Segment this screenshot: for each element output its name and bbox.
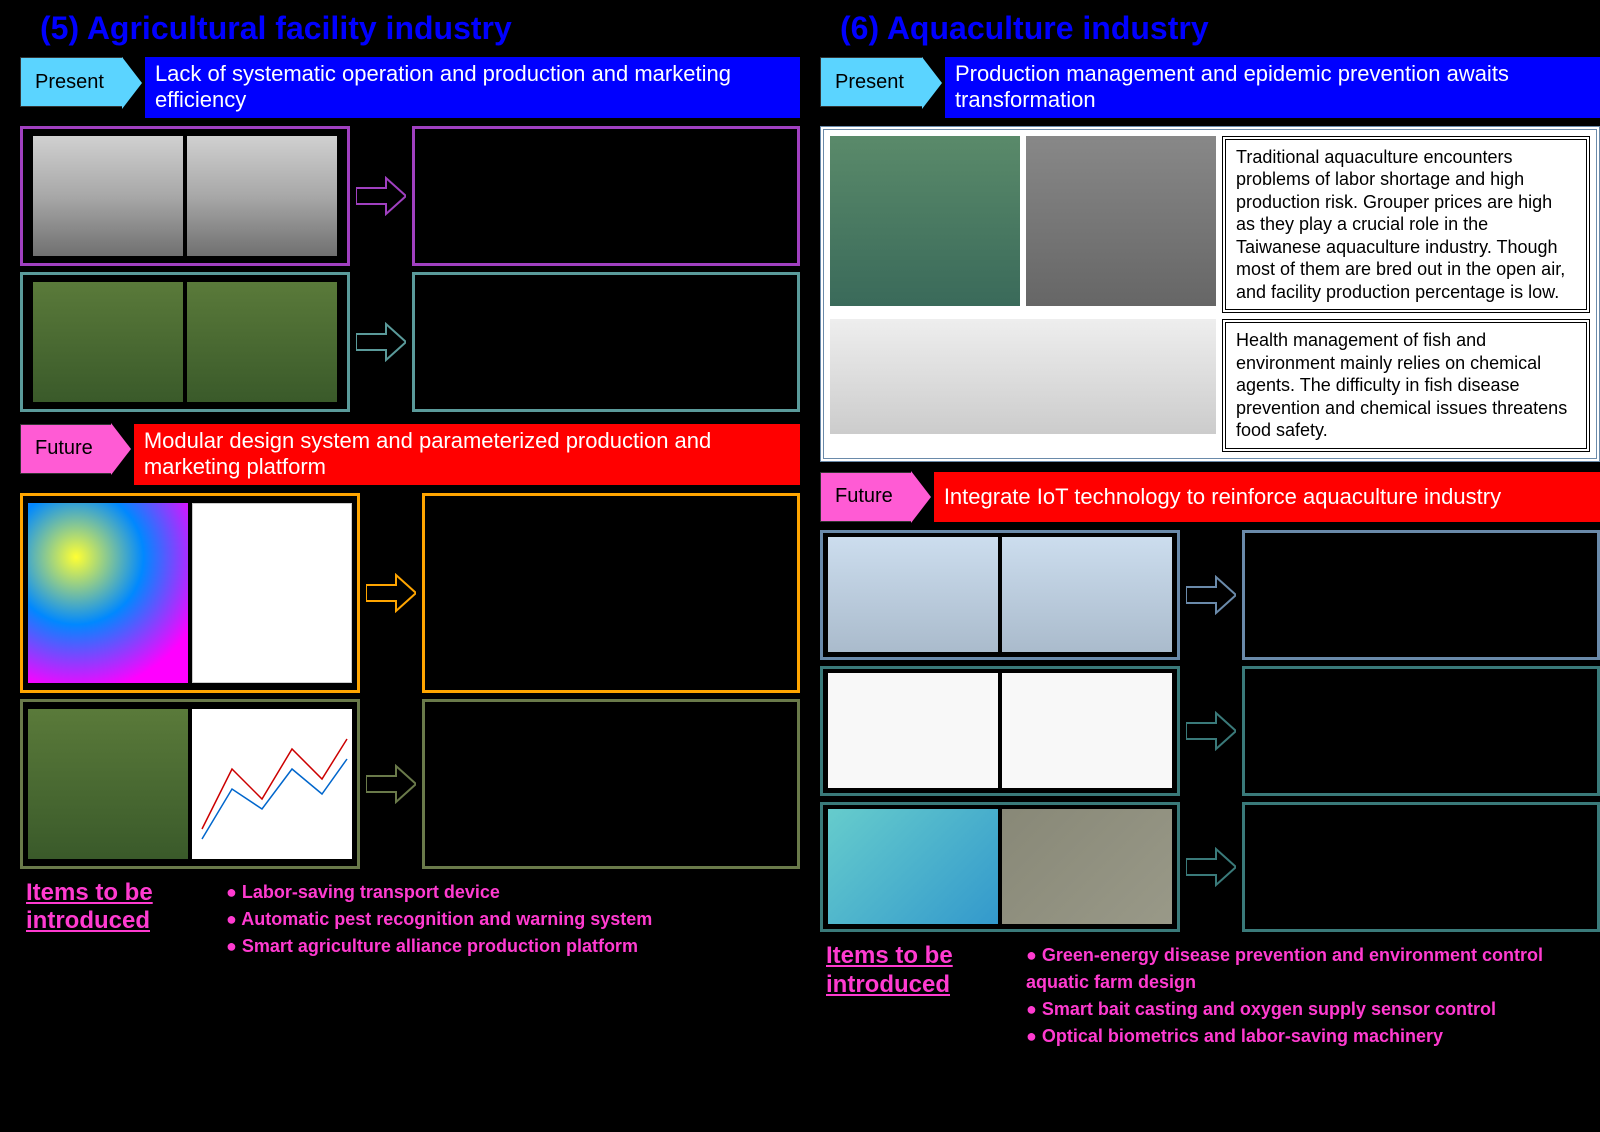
placeholder-image bbox=[28, 709, 188, 859]
arrow-icon bbox=[356, 126, 406, 266]
placeholder-image bbox=[1002, 809, 1172, 924]
desc-box-blank bbox=[1242, 802, 1600, 932]
title-agricultural: (5) Agricultural facility industry bbox=[20, 0, 800, 57]
items-label-left: Items to be introduced bbox=[26, 879, 206, 937]
items-row-left: Items to be introduced Labor-saving tran… bbox=[20, 879, 800, 960]
banner-present-left: Present Lack of systematic operation and… bbox=[20, 57, 800, 118]
desc-box-blank bbox=[1242, 666, 1600, 796]
placeholder-image bbox=[830, 136, 1020, 306]
arrow-icon bbox=[1186, 802, 1236, 932]
placeholder-image bbox=[192, 709, 352, 859]
img-box-simulation bbox=[20, 493, 360, 693]
present-aqua-box: Traditional aquaculture encounters probl… bbox=[820, 126, 1600, 462]
banner-text-present-left: Lack of systematic operation and product… bbox=[145, 57, 800, 118]
row-future-1-right bbox=[820, 530, 1600, 660]
banner-text-future-left: Modular design system and parameterized … bbox=[134, 424, 800, 485]
placeholder-image bbox=[1026, 136, 1216, 306]
tag-future-left: Future bbox=[20, 424, 112, 474]
img-box-biometrics bbox=[820, 802, 1180, 932]
row-future-2-right bbox=[820, 666, 1600, 796]
list-item: Labor-saving transport device bbox=[226, 879, 652, 906]
items-row-right: Items to be introduced Green-energy dise… bbox=[820, 942, 1600, 1050]
row-present-1-right: Traditional aquaculture encounters probl… bbox=[830, 136, 1590, 314]
placeholder-image bbox=[1002, 673, 1172, 788]
tag-present-right: Present bbox=[820, 57, 923, 107]
placeholder-image bbox=[828, 673, 998, 788]
placeholder-image bbox=[828, 809, 998, 924]
banner-present-right: Present Production management and epidem… bbox=[820, 57, 1600, 118]
row-future-3-right bbox=[820, 802, 1600, 932]
banner-text-future-right: Integrate IoT technology to reinforce aq… bbox=[934, 472, 1600, 522]
list-item: Green-energy disease prevention and envi… bbox=[1026, 942, 1594, 996]
arrow-icon bbox=[1186, 666, 1236, 796]
desc-aqua-2: Health management of fish and environmen… bbox=[1222, 319, 1590, 452]
placeholder-image bbox=[187, 136, 337, 256]
row-present-2-right: Health management of fish and environmen… bbox=[830, 319, 1590, 452]
title-aquaculture: (6) Aquaculture industry bbox=[820, 0, 1600, 57]
list-item: Smart bait casting and oxygen supply sen… bbox=[1026, 996, 1594, 1023]
desc-box-blank bbox=[412, 272, 800, 412]
arrow-icon bbox=[366, 699, 416, 869]
img-box-lab-sensors bbox=[820, 666, 1180, 796]
placeholder-image bbox=[33, 282, 183, 402]
list-item: Optical biometrics and labor-saving mach… bbox=[1026, 1023, 1594, 1050]
items-label-right: Items to be introduced bbox=[826, 942, 1006, 1000]
row-present-2-left bbox=[20, 272, 800, 412]
placeholder-image bbox=[187, 282, 337, 402]
list-item: Smart agriculture alliance production pl… bbox=[226, 933, 652, 960]
desc-box-blank bbox=[422, 699, 800, 869]
column-aquaculture: (6) Aquaculture industry Present Product… bbox=[820, 0, 1600, 1050]
row-future-1-left bbox=[20, 493, 800, 693]
img-box-greenhouse-damaged bbox=[20, 126, 350, 266]
desc-box-blank bbox=[412, 126, 800, 266]
tag-present-left: Present bbox=[20, 57, 123, 107]
placeholder-image bbox=[828, 537, 998, 652]
items-list-right: Green-energy disease prevention and envi… bbox=[1026, 942, 1594, 1050]
list-item: Automatic pest recognition and warning s… bbox=[226, 906, 652, 933]
banner-text-present-right: Production management and epidemic preve… bbox=[945, 57, 1600, 118]
placeholder-image bbox=[33, 136, 183, 256]
img-box-greenhouse-crops bbox=[20, 272, 350, 412]
desc-aqua-1: Traditional aquaculture encounters probl… bbox=[1222, 136, 1590, 314]
desc-box-blank bbox=[1242, 530, 1600, 660]
placeholder-image bbox=[1002, 537, 1172, 652]
placeholder-image bbox=[28, 503, 188, 683]
row-future-2-left bbox=[20, 699, 800, 869]
row-present-1-left bbox=[20, 126, 800, 266]
tag-future-right: Future bbox=[820, 472, 912, 522]
img-box-sensor-graph bbox=[20, 699, 360, 869]
arrow-icon bbox=[366, 493, 416, 693]
arrow-icon bbox=[1186, 530, 1236, 660]
arrow-icon bbox=[356, 272, 406, 412]
placeholder-image bbox=[192, 503, 352, 683]
column-agricultural: (5) Agricultural facility industry Prese… bbox=[20, 0, 800, 960]
banner-future-right: Future Integrate IoT technology to reinf… bbox=[820, 472, 1600, 522]
items-list-left: Labor-saving transport device Automatic … bbox=[226, 879, 652, 960]
banner-future-left: Future Modular design system and paramet… bbox=[20, 424, 800, 485]
placeholder-image bbox=[830, 319, 1216, 434]
img-box-iot-farm bbox=[820, 530, 1180, 660]
desc-box-blank bbox=[422, 493, 800, 693]
